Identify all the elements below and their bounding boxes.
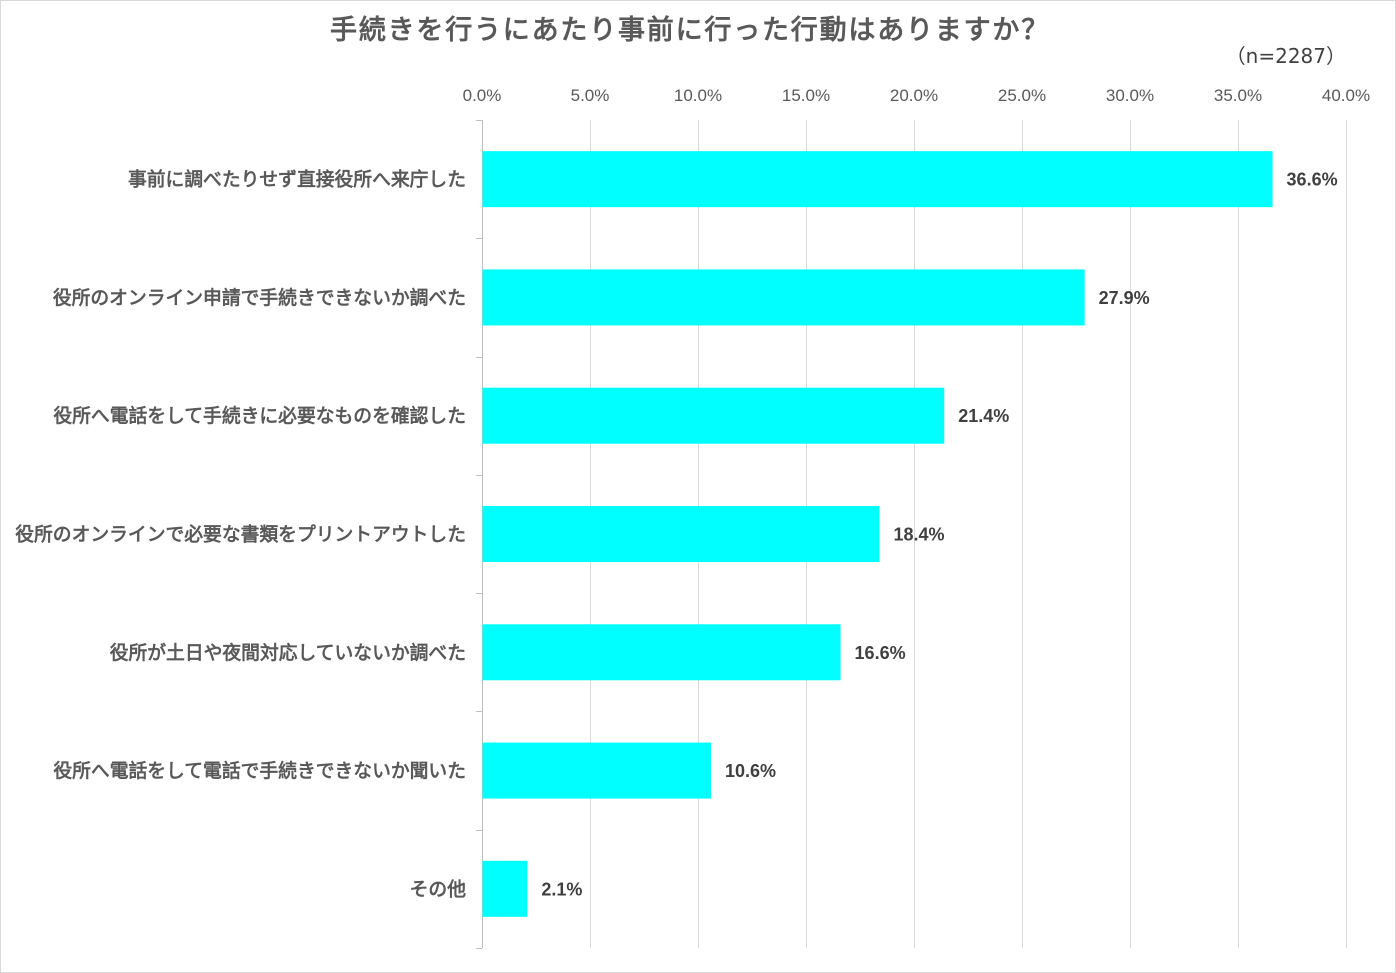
data-label-7: 2.1% — [541, 879, 582, 899]
x-tick-label-3: 15.0% — [782, 86, 830, 105]
x-tick-label-7: 35.0% — [1214, 86, 1262, 105]
bar-5 — [482, 624, 841, 681]
bar-3 — [482, 387, 945, 444]
bar-7 — [482, 860, 528, 917]
category-label-5: 役所が土日や夜間対応していないか調べた — [110, 641, 466, 664]
category-label-2: 役所のオンライン申請で手続きできないか調べた — [53, 286, 466, 309]
category-labels: 事前に調べたりせず直接役所へ来庁した役所のオンライン申請で手続きできないか調べた… — [15, 168, 466, 901]
category-label-4: 役所のオンラインで必要な書類をプリントアウトした — [15, 523, 466, 546]
gridlines — [476, 120, 1347, 949]
x-tick-label-2: 10.0% — [674, 86, 722, 105]
x-tick-label-8: 40.0% — [1322, 86, 1370, 105]
data-label-2: 27.9% — [1099, 288, 1150, 308]
data-labels: 36.6% 27.9% 21.4% 18.4% 16.6% 10.6% 2.1% — [541, 170, 1337, 900]
x-tick-label-0: 0.0% — [463, 86, 502, 105]
category-label-7: その他 — [410, 877, 467, 900]
bar-6 — [482, 742, 711, 799]
category-label-3: 役所へ電話をして手続きに必要なものを確認した — [53, 404, 466, 427]
data-label-4: 18.4% — [893, 525, 944, 545]
x-tick-label-6: 30.0% — [1106, 86, 1154, 105]
bar-4 — [482, 506, 880, 562]
x-tick-label-5: 25.0% — [998, 86, 1046, 105]
chart-title: 手続きを行うにあたり事前に行った行動はありますか？ — [330, 14, 1050, 46]
bar-2 — [482, 269, 1085, 326]
category-label-6: 役所へ電話をして電話で手続きできないか聞いた — [53, 759, 466, 782]
category-label-1: 事前に調べたりせず直接役所へ来庁した — [128, 168, 466, 191]
data-label-1: 36.6% — [1287, 170, 1338, 190]
bar-1 — [482, 151, 1273, 208]
bars — [482, 151, 1273, 917]
data-label-5: 16.6% — [855, 643, 906, 663]
data-label-3: 21.4% — [958, 406, 1009, 426]
sample-size-note: （n=2287） — [1226, 44, 1346, 68]
x-tick-label-1: 5.0% — [571, 86, 610, 105]
x-tick-label-4: 20.0% — [890, 86, 938, 105]
x-axis-tick-labels: 0.0% 5.0% 10.0% 15.0% 20.0% 25.0% 30.0% 35.0% 40… — [463, 86, 1370, 105]
data-label-6: 10.6% — [725, 761, 776, 781]
